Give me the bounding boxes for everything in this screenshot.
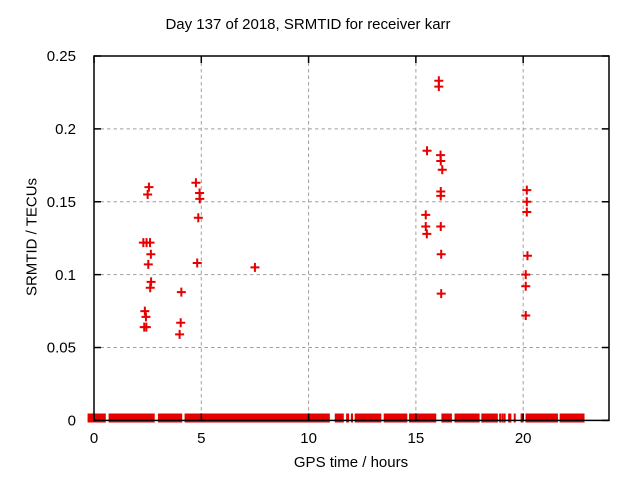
y-tick-label: 0.25 [47,48,76,65]
data-point [146,249,156,259]
zero-value-band-segment [520,413,524,423]
zero-value-band-segment [525,413,558,423]
data-point [521,310,531,320]
x-tick-label: 20 [515,430,532,447]
data-point [522,185,532,195]
zero-value-band-segment [501,413,504,423]
data-point [191,178,201,188]
x-axis-label: GPS time / hours [293,454,409,471]
x-tick-label: 0 [90,430,98,447]
zero-value-band-segment [87,413,106,423]
data-point [192,258,202,268]
data-point [434,82,444,92]
y-tick-label: 0.05 [47,340,76,357]
x-tick-label: 5 [197,430,205,447]
data-point [422,146,432,156]
zero-value-band-segment [334,413,344,423]
x-tick-label: 15 [408,430,425,447]
data-point [436,289,446,299]
data-point [145,238,155,248]
y-tick-label: 0.1 [55,267,76,284]
zero-value-band-segment [454,413,480,423]
zero-value-band-segment [559,413,585,423]
zero-value-band-segment [481,413,498,423]
data-point [145,283,155,293]
data-point [522,251,532,261]
data-point [250,262,260,272]
data-point [522,197,532,207]
y-tick-label: 0 [68,413,76,430]
data-point [195,194,205,204]
zero-value-band-segment [441,413,452,423]
data-point [436,156,446,166]
data-point [421,222,431,232]
zero-value-band-segment [503,413,506,423]
zero-value-band-segment [513,413,516,423]
data-point [143,189,153,199]
zero-value-band-segment [346,413,350,423]
zero-value-band-segment [184,413,330,423]
data-point [141,312,151,322]
data-point [175,329,185,339]
data-point [144,182,154,192]
zero-value-band-segment [508,413,512,423]
data-point [436,249,446,259]
zero-value-band-segment [499,413,502,423]
data-point [522,207,532,217]
data-point [436,191,446,201]
data-point [193,213,203,223]
data-point [176,287,186,297]
data-point [176,318,186,328]
data-point [140,306,150,316]
data-point [437,165,447,175]
data-point [521,270,531,280]
y-tick-label: 0.2 [55,121,76,138]
zero-value-band-segment [108,413,155,423]
data-point [143,259,153,269]
zero-value-band-segment [350,413,354,423]
zero-value-band-segment [354,413,382,423]
chart-title: Day 137 of 2018, SRMTID for receiver kar… [165,16,451,33]
y-tick-label: 0.15 [47,194,76,211]
data-point [422,229,432,239]
plot-frame [93,55,610,422]
data-point [141,322,151,332]
data-point [521,281,531,291]
data-point [421,210,431,220]
zero-value-band-segment [409,413,437,423]
data-point [436,222,446,232]
x-tick-label: 10 [300,430,317,447]
zero-value-band-segment [157,413,183,423]
zero-value-band-segment [383,413,408,423]
